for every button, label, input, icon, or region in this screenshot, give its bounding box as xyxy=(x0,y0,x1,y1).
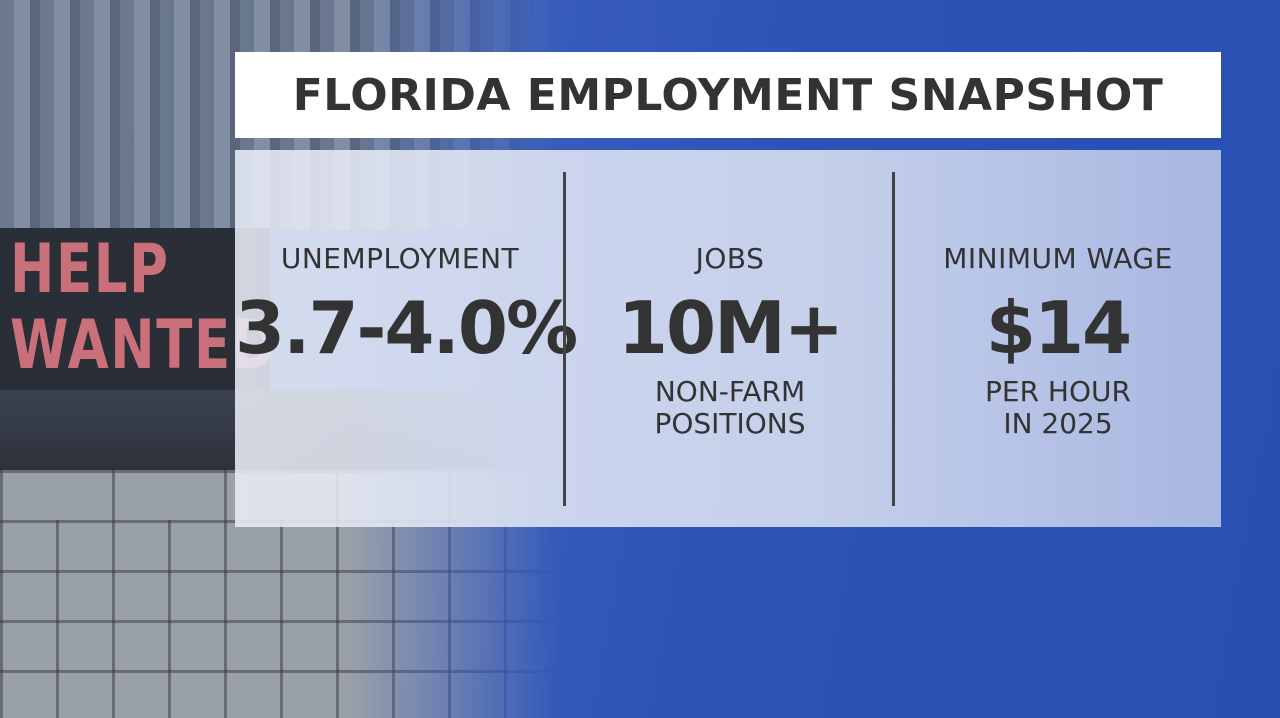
stat-jobs: JOBS 10M+ NON-FARM POSITIONS xyxy=(566,150,894,527)
stat-value: $14 xyxy=(985,286,1132,370)
stat-value: 3.7-4.0% xyxy=(235,286,578,370)
stat-unemployment: UNEMPLOYMENT 3.7-4.0% xyxy=(235,150,578,527)
sign-line-2: WANTED xyxy=(10,306,278,385)
column-divider xyxy=(892,172,895,506)
stat-subtext: NON-FARM POSITIONS xyxy=(566,376,894,440)
stat-label: JOBS xyxy=(695,242,765,275)
stat-label: MINIMUM WAGE xyxy=(943,242,1173,275)
page-title: FLORIDA EMPLOYMENT SNAPSHOT xyxy=(292,69,1164,121)
help-wanted-sign: HELP WANTED xyxy=(0,228,276,393)
help-wanted-sign-text: HELP WANTED xyxy=(10,232,277,384)
stat-value: 10M+ xyxy=(617,286,844,370)
stat-minimum-wage: MINIMUM WAGE $14 PER HOUR IN 2025 xyxy=(895,150,1221,527)
stat-subtext-line-1: PER HOUR xyxy=(985,375,1131,408)
stat-subtext-line-2: IN 2025 xyxy=(1003,407,1113,440)
stat-label: UNEMPLOYMENT xyxy=(280,242,520,275)
stat-subtext-line-1: NON-FARM xyxy=(654,375,806,408)
stat-subtext: PER HOUR IN 2025 xyxy=(895,376,1221,440)
sign-line-1: HELP xyxy=(10,230,170,309)
stats-panel: UNEMPLOYMENT 3.7-4.0% JOBS 10M+ NON-FARM… xyxy=(235,150,1221,527)
brick-wall-offset xyxy=(56,520,560,718)
stat-subtext-line-2: POSITIONS xyxy=(654,407,806,440)
column-divider xyxy=(563,172,566,506)
title-bar: FLORIDA EMPLOYMENT SNAPSHOT xyxy=(235,52,1221,138)
